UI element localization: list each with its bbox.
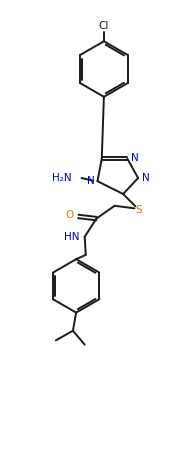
Text: N: N xyxy=(142,173,150,183)
Text: S: S xyxy=(136,205,143,215)
Text: O: O xyxy=(65,211,74,220)
Text: HN: HN xyxy=(65,232,80,242)
Text: N: N xyxy=(131,153,139,163)
Text: H₂N: H₂N xyxy=(52,173,72,183)
Text: N: N xyxy=(87,176,94,186)
Text: Cl: Cl xyxy=(99,21,109,31)
